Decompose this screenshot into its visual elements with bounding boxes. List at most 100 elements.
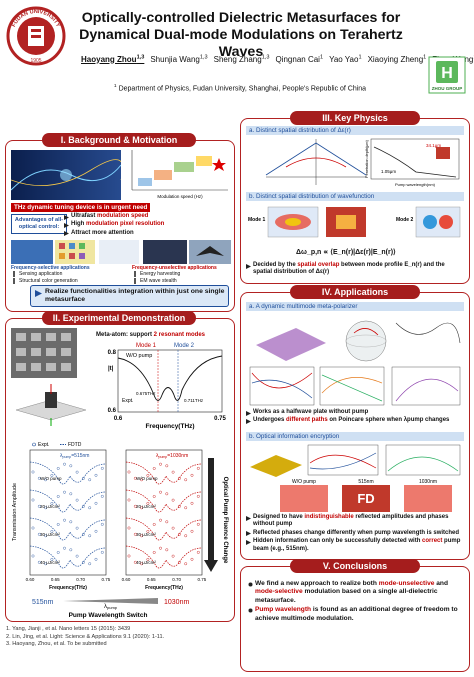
point bbox=[140, 534, 144, 538]
point bbox=[140, 478, 144, 482]
bullet-text: Designed to have bbox=[253, 514, 305, 520]
label: Frequency(THz) bbox=[49, 585, 87, 591]
label: 0.60 bbox=[26, 577, 35, 582]
point bbox=[82, 560, 85, 564]
text: pump bbox=[107, 605, 118, 610]
bullet-text: modulation pixel resolution bbox=[84, 221, 165, 228]
bullet-text: is found as an additional degree of free… bbox=[255, 606, 458, 622]
point bbox=[56, 495, 60, 498]
point bbox=[171, 554, 175, 558]
point bbox=[82, 476, 85, 480]
sample-images bbox=[11, 328, 87, 426]
point bbox=[69, 548, 73, 552]
label: 0.70 bbox=[76, 577, 85, 582]
mode-label: Mode 1 bbox=[136, 343, 157, 349]
bullet-text: Works as a halfwave plate without pump bbox=[253, 409, 369, 415]
x-label: Pump wavelength(nm) bbox=[395, 182, 436, 187]
y-label: Penetration depth(μm) bbox=[365, 139, 369, 178]
point bbox=[165, 492, 169, 496]
point bbox=[56, 523, 60, 526]
unselective-list: Energy harvesting EM wave stealth bbox=[134, 271, 180, 285]
reference: 2. Lin, Jing, et al. Light: Science & Ap… bbox=[6, 633, 165, 640]
caption: Frequency-unselective applications bbox=[132, 265, 217, 271]
point bbox=[94, 473, 98, 477]
speed-plot: Modulation speed (Hz) bbox=[131, 150, 228, 199]
author-sup: 1,3 bbox=[199, 54, 208, 60]
affiliation-sup: 1 bbox=[113, 84, 117, 89]
point bbox=[165, 520, 169, 524]
curve bbox=[29, 489, 107, 513]
point bbox=[190, 557, 194, 561]
physics-b-figure: Mode 1 Mode 2 bbox=[248, 206, 461, 238]
text: pump bbox=[159, 455, 168, 459]
point bbox=[44, 478, 47, 482]
point bbox=[171, 526, 175, 530]
point bbox=[152, 495, 156, 498]
bullet-text: correct bbox=[422, 538, 443, 545]
bullet-text: indistinguishable bbox=[304, 514, 354, 520]
bullet-marker bbox=[64, 231, 69, 237]
text: λ bbox=[156, 453, 159, 459]
point bbox=[56, 467, 60, 470]
marker-shape bbox=[248, 608, 253, 613]
point bbox=[63, 546, 66, 550]
x-label: Frequency(THz) bbox=[145, 423, 194, 430]
bullet-text: different paths bbox=[286, 417, 328, 424]
bullet-marker bbox=[246, 515, 251, 521]
x-tick: 0.75 bbox=[214, 416, 226, 422]
switch-symbol: λpump bbox=[104, 604, 118, 610]
point bbox=[146, 530, 150, 533]
point bbox=[50, 530, 54, 533]
reference: 3. Haoyang, Zhou, et al. To be submitted bbox=[6, 641, 107, 647]
applications-images bbox=[11, 240, 231, 264]
point bbox=[184, 478, 188, 482]
plot-frame bbox=[29, 449, 107, 576]
point bbox=[88, 478, 92, 482]
point bbox=[152, 523, 156, 526]
author-name: Yao Yao bbox=[329, 54, 359, 64]
bullet-text: between mode profile E_n(r) and the spat… bbox=[253, 262, 445, 276]
panel bbox=[280, 485, 328, 512]
bullet-text: We find a new approach to realize both bbox=[255, 580, 379, 587]
legend: Expt. bbox=[122, 398, 133, 404]
curve bbox=[125, 489, 203, 513]
point bbox=[171, 470, 175, 474]
bullet-text: Ultrafast bbox=[71, 213, 96, 219]
point bbox=[94, 529, 98, 533]
point bbox=[63, 518, 66, 522]
curve bbox=[125, 545, 203, 569]
label: 0.65 bbox=[51, 577, 60, 582]
label: 20 μJ/cm² bbox=[136, 504, 156, 509]
point bbox=[127, 498, 131, 502]
transmission-plot: Mode 1 Mode 2 W/O pump Expt. 0.675THz 0.… bbox=[108, 343, 227, 430]
y-tick: 0.6 bbox=[108, 408, 117, 414]
depth-label: 34.1μm bbox=[426, 143, 441, 148]
bullet-marker bbox=[246, 263, 251, 269]
application-bullets: Designed to have indistinguishable refle… bbox=[246, 514, 464, 554]
logo-text: ZHOU GROUP bbox=[432, 86, 463, 91]
label: W/O pump bbox=[40, 476, 62, 481]
university-seal: FUDAN UNIVERSITY 1905 bbox=[6, 6, 66, 66]
label: Optical Pump Fluence Change bbox=[222, 477, 228, 564]
curve bbox=[125, 517, 203, 541]
list-item: EM wave stealth bbox=[134, 278, 180, 284]
subsection-title: b. Distinct spatial distribution of wave… bbox=[246, 192, 464, 201]
bullet-text: High bbox=[71, 221, 85, 228]
bullet-text: Hidden information can only be successfu… bbox=[253, 538, 423, 545]
marker-shape bbox=[246, 539, 251, 545]
bullet: We find a new approach to realize both m… bbox=[248, 580, 462, 605]
bullet-marker bbox=[246, 539, 251, 545]
text: 2 resonant modes bbox=[153, 332, 206, 338]
point bbox=[177, 560, 181, 564]
bullet-text: Undergoes bbox=[253, 417, 287, 424]
subsection-title: a. Distinct spatial distribution of Δε(r… bbox=[246, 126, 464, 135]
bullet: Reflected phases change differently when… bbox=[246, 530, 464, 537]
curve bbox=[29, 517, 107, 541]
banner: THz dynamic tuning device is in urgent n… bbox=[11, 203, 151, 212]
bullet-text: modulation based on a single all-dielect… bbox=[255, 588, 438, 604]
author: Sheng Zhang1,3 bbox=[214, 54, 270, 64]
label: 0.60 bbox=[122, 577, 131, 582]
point bbox=[196, 522, 200, 526]
panel bbox=[342, 485, 390, 512]
peak-label: 0.675THz bbox=[136, 391, 156, 396]
